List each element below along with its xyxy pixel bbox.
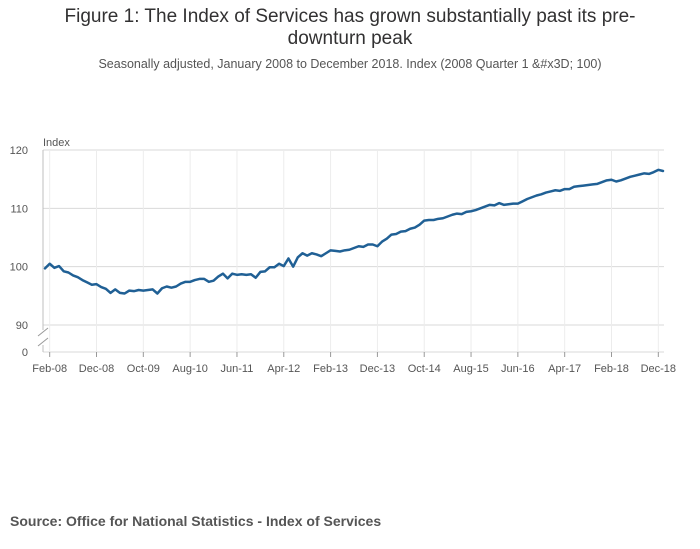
y-tick-label-120: 120 <box>10 145 28 157</box>
x-tick-label-Feb-13: Feb-13 <box>313 363 348 375</box>
y-axis-label: Index <box>43 137 70 149</box>
y-tick-label-110: 110 <box>10 203 28 215</box>
chart-subtitle: Seasonally adjusted, January 2008 to Dec… <box>98 57 602 71</box>
x-tick-label-Oct-09: Oct-09 <box>127 363 160 375</box>
x-tick-label-Dec-08: Dec-08 <box>79 363 114 375</box>
y-tick-label-100: 100 <box>10 262 28 274</box>
x-tick-label-Dec-13: Dec-13 <box>360 363 395 375</box>
axis-break-mark-2 <box>37 337 49 347</box>
source-note: Source: Office for National Statistics -… <box>10 513 382 529</box>
x-tick-label-Feb-08: Feb-08 <box>32 363 67 375</box>
x-tick-label-Aug-15: Aug-15 <box>453 363 488 375</box>
chart-title: Figure 1: The Index of Services has grow… <box>40 6 660 50</box>
x-tick-label-Jun-11: Jun-11 <box>221 363 254 375</box>
chart-title-line-2: downturn peak <box>287 28 413 49</box>
y-tick-label-90: 90 <box>16 320 28 332</box>
x-tick-label-Feb-18: Feb-18 <box>594 363 629 375</box>
x-tick-label-Apr-12: Apr-12 <box>267 363 300 375</box>
x-tick-label-Jun-16: Jun-16 <box>501 363 535 375</box>
x-tick-label-Oct-14: Oct-14 <box>408 363 441 375</box>
series-line-index-of-services <box>43 168 665 295</box>
x-tick-label-Dec-18: Dec-18 <box>641 363 676 375</box>
axis-break-mark-1 <box>37 327 49 337</box>
x-tick-label-Apr-17: Apr-17 <box>548 363 581 375</box>
x-tick-label-Aug-10: Aug-10 <box>172 363 207 375</box>
chart-title-line-1: Figure 1: The Index of Services has grow… <box>64 6 636 27</box>
y-tick-label-0: 0 <box>22 347 28 359</box>
